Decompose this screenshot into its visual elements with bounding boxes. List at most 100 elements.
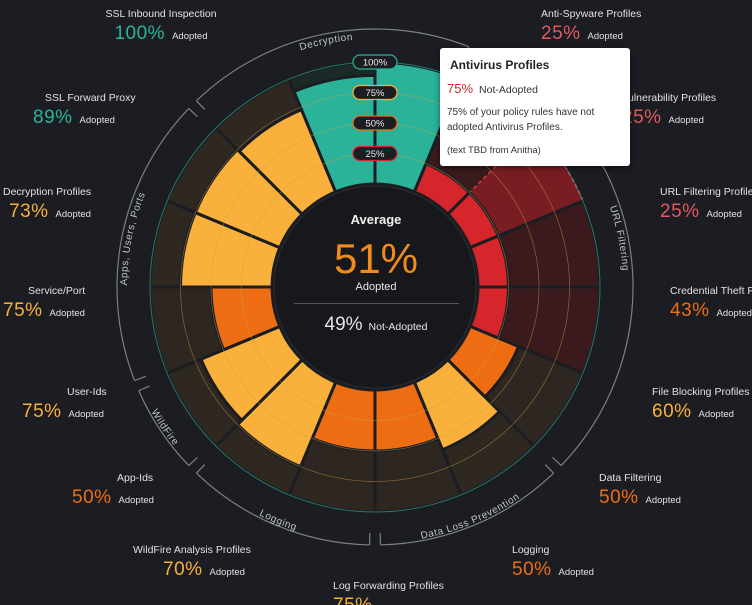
group-label: WildFire: [149, 407, 181, 447]
label-state: Adopted: [49, 308, 85, 319]
label-vulnerability-profiles[interactable]: ulnerability Profiles 25% Adopted: [622, 92, 717, 129]
label-credential-theft-profiles[interactable]: Credential Theft P 43% Adopted: [670, 285, 752, 322]
label-name: SSL Inbound Inspection: [105, 8, 217, 20]
label-state: Adopted: [587, 31, 623, 42]
label-state: Adopted: [716, 308, 752, 319]
label-state: Adopted: [558, 567, 594, 578]
antivirus-tooltip: Antivirus Profiles 75% Not-Adopted 75% of…: [440, 48, 630, 166]
label-value: 89%: [33, 107, 73, 128]
group-arc: [380, 472, 554, 546]
label-name: Data Filtering: [599, 472, 662, 484]
label-value: 43%: [670, 300, 710, 321]
ring-badge-label: 25%: [365, 149, 385, 160]
label-state: Adopted: [698, 409, 734, 420]
label-value: 50%: [512, 559, 552, 580]
ring-badge: [352, 115, 398, 131]
group-arc-tick: [138, 385, 150, 392]
label-state: Adopted: [118, 495, 154, 506]
label-state: Adopted: [68, 409, 104, 420]
group-label: Decryption: [298, 32, 353, 53]
group-arc: [138, 390, 190, 466]
label-anti-spyware-profiles[interactable]: Anti-Spyware Profiles 25% Adopted: [541, 8, 641, 45]
tooltip-note: (text TBD from Anitha): [447, 145, 541, 156]
label-state: Adopted: [706, 209, 742, 220]
ring-badge: [352, 84, 398, 101]
ring-badge: [352, 54, 398, 70]
segment-bar[interactable]: [292, 73, 377, 194]
label-name: SSL Forward Proxy: [45, 92, 136, 104]
group-arc-tick: [195, 100, 206, 110]
label-state: Adopted: [668, 115, 704, 126]
label-value: 25%: [660, 201, 700, 222]
average-not-adopted-value: 49%: [324, 314, 363, 335]
tooltip-title: Antivirus Profiles: [450, 58, 550, 72]
label-value: 25%: [622, 107, 662, 128]
tooltip-state: Not-Adopted: [479, 84, 538, 96]
ring-badge-label: 50%: [365, 119, 385, 130]
label-value: 73%: [9, 201, 49, 222]
label-name: Credential Theft P: [670, 285, 752, 297]
group-arc-tick: [552, 456, 562, 467]
average-adopted-value: 51%: [333, 235, 419, 282]
label-name: App-Ids: [117, 472, 154, 484]
label-value: 50%: [72, 487, 112, 508]
group-label: Apps, Users, Ports: [119, 191, 148, 286]
label-user-ids[interactable]: User-Ids 75% Adopted: [22, 386, 107, 423]
label-name: Service/Port: [28, 285, 86, 297]
average-summary: Average 51% Adopted 49% Not-Adopted: [288, 212, 464, 336]
average-not-adopted-label: Not-Adopted: [368, 321, 428, 333]
label-name: Anti-Spyware Profiles: [541, 8, 642, 20]
label-ssl-inbound-inspection[interactable]: SSL Inbound Inspection 100% Adopted: [100, 8, 222, 45]
label-service-port[interactable]: Service/Port 75% Adopted: [3, 285, 85, 322]
label-state: Adopted: [172, 31, 208, 42]
label-name: User-Ids: [67, 386, 107, 398]
label-name: URL Filtering Profile: [660, 186, 752, 198]
center-disc: [273, 185, 477, 389]
ring-badge: [352, 145, 398, 162]
label-value: 25%: [541, 23, 581, 44]
label-logging[interactable]: Logging 50% Adopted: [512, 544, 594, 581]
label-file-blocking-profiles[interactable]: File Blocking Profiles 60% Adopted: [652, 386, 749, 423]
group-arc: [116, 108, 190, 381]
group-label: URL Filtering: [607, 204, 631, 271]
ring-badge-label: 100%: [363, 58, 388, 69]
average-title: Average: [350, 212, 402, 227]
label-wildfire-analysis-profiles[interactable]: WildFire Analysis Profiles 70% Adopted: [133, 544, 251, 581]
label-name: Decryption Profiles: [3, 186, 92, 198]
group-arc-tick: [134, 375, 147, 382]
label-value: 75%: [3, 300, 43, 321]
tooltip-value: 75%: [447, 81, 474, 96]
label-name: Logging: [512, 544, 550, 556]
label-name: WildFire Analysis Profiles: [133, 544, 251, 556]
label-ssl-forward-proxy[interactable]: SSL Forward Proxy 89% Adopted: [33, 92, 136, 129]
label-name: ulnerability Profiles: [628, 92, 717, 104]
group-arc-tick: [195, 464, 206, 474]
label-state: Adopted: [79, 115, 115, 126]
group-label: Logging: [258, 508, 299, 533]
label-value: 75%: [22, 401, 62, 422]
label-name: File Blocking Profiles: [652, 386, 750, 398]
tooltip-description: 75% of your policy rules have not adopte…: [447, 107, 595, 133]
group-arc: [196, 28, 469, 102]
label-url-filtering-profiles[interactable]: URL Filtering Profile 25% Adopted: [660, 186, 752, 223]
group-arc-tick: [188, 456, 198, 467]
ring-badge-label: 75%: [365, 88, 385, 99]
label-value: 50%: [599, 487, 639, 508]
label-data-filtering[interactable]: Data Filtering 50% Adopted: [599, 472, 681, 509]
label-name: Log Forwarding Profiles: [333, 580, 444, 592]
label-value: 60%: [652, 401, 692, 422]
label-state: Adopted: [209, 567, 245, 578]
group-arc: [196, 472, 370, 546]
label-value: 75%: [333, 595, 373, 605]
label-value: 100%: [114, 23, 166, 44]
center-divider: [293, 303, 459, 304]
group-arc-tick: [544, 464, 555, 474]
label-value: 70%: [163, 559, 203, 580]
average-adopted-label: Adopted: [355, 281, 397, 293]
tooltip-value-row: 75% Not-Adopted: [447, 80, 538, 98]
label-state: Adopted: [645, 495, 681, 506]
label-decryption-profiles[interactable]: Decryption Profiles 73% Adopted: [3, 186, 91, 223]
label-log-forwarding-profiles[interactable]: Log Forwarding Profiles 75%: [333, 580, 444, 605]
label-app-ids[interactable]: App-Ids 50% Adopted: [72, 472, 154, 509]
